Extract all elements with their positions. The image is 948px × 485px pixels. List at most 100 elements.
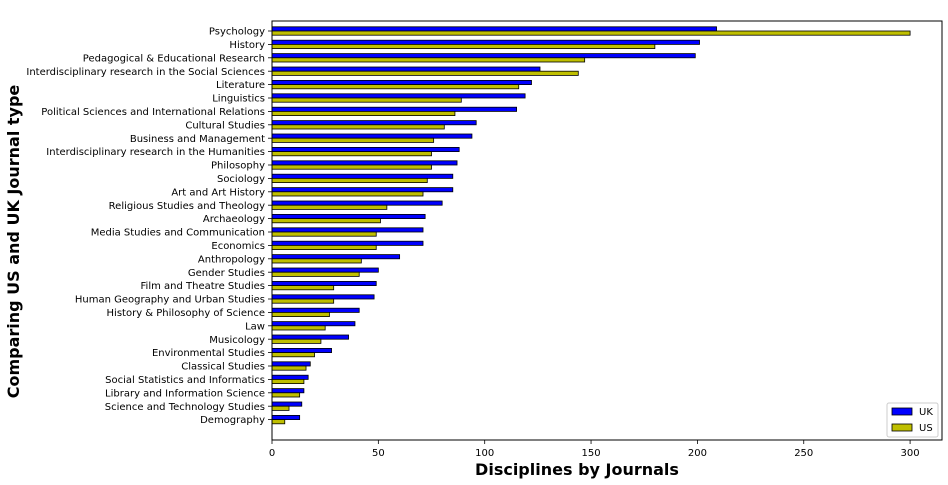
axes-frame bbox=[271, 20, 943, 441]
y-tick-label: Environmental Studies bbox=[152, 348, 265, 359]
y-tick-label: Psychology bbox=[209, 27, 265, 38]
y-tick-label: Interdisciplinary research in the Humani… bbox=[46, 147, 265, 158]
bar-us bbox=[271, 218, 381, 224]
bar-us bbox=[271, 378, 305, 384]
bar-uk bbox=[271, 280, 377, 286]
bar-uk bbox=[271, 401, 303, 407]
y-tick-label: Political Sciences and International Rel… bbox=[41, 107, 265, 118]
bar-us bbox=[271, 419, 286, 425]
y-tick-label: Human Geography and Urban Studies bbox=[75, 295, 265, 306]
bar-us bbox=[271, 285, 335, 291]
bar-us bbox=[271, 271, 360, 277]
bar-uk bbox=[271, 361, 311, 367]
x-tick-label: 0 bbox=[269, 448, 275, 459]
y-tick-label: Film and Theatre Studies bbox=[141, 281, 265, 292]
x-tick-label: 300 bbox=[901, 448, 920, 459]
y-tick-label: Archaeology bbox=[203, 214, 265, 225]
legend-label-us: US bbox=[919, 423, 933, 434]
bar-uk bbox=[271, 307, 360, 313]
bar-uk bbox=[271, 334, 349, 340]
y-tick-label: Demography bbox=[200, 415, 265, 426]
bar-uk bbox=[271, 106, 518, 112]
bar-us bbox=[271, 338, 322, 344]
y-tick-label: Gender Studies bbox=[188, 268, 265, 279]
bar-us bbox=[271, 70, 579, 76]
y-tick-label: Cultural Studies bbox=[185, 120, 265, 131]
bar-us bbox=[271, 30, 911, 36]
bar-us bbox=[271, 111, 456, 117]
bar-uk bbox=[271, 294, 375, 300]
bar-uk bbox=[271, 80, 532, 86]
y-tick-label: Classical Studies bbox=[181, 362, 265, 373]
y-tick-label: Literature bbox=[216, 80, 265, 91]
y-tick-label: History & Philosophy of Science bbox=[107, 308, 265, 319]
y-tick-labels: Psychology History Pedagogical & Education… bbox=[26, 27, 272, 426]
bar-us bbox=[271, 57, 586, 63]
y-tick-label: Religious Studies and Theology bbox=[109, 201, 265, 212]
y-tick-label: History bbox=[229, 40, 265, 51]
bar-us bbox=[271, 191, 424, 197]
bar-uk bbox=[271, 133, 473, 139]
bar-uk bbox=[271, 254, 401, 260]
x-tick-label: 250 bbox=[794, 448, 813, 459]
y-tick-label: Pedagogical & Educational Research bbox=[83, 53, 265, 64]
bar-uk bbox=[271, 240, 424, 246]
x-ticks: 0 50 100 150 200 250 300 bbox=[269, 440, 920, 459]
bar-uk bbox=[271, 267, 379, 273]
y-tick-label: Interdisciplinary research in the Social… bbox=[26, 67, 265, 78]
bar-uk bbox=[271, 53, 696, 59]
bar-us bbox=[271, 231, 377, 237]
bar-us bbox=[271, 137, 435, 143]
bar-uk bbox=[271, 66, 541, 72]
x-tick-label: 100 bbox=[475, 448, 494, 459]
y-axis-title: Comparing US and UK Journal type bbox=[4, 85, 23, 399]
bar-us bbox=[271, 325, 326, 331]
bar-us bbox=[271, 405, 290, 411]
bar-uk bbox=[271, 146, 460, 152]
legend-swatch-uk bbox=[891, 407, 913, 416]
y-tick-label: Sociology bbox=[217, 174, 265, 185]
bar-uk bbox=[271, 388, 305, 394]
y-tick-label: Social Statistics and Informatics bbox=[105, 375, 265, 386]
bar-uk bbox=[271, 120, 477, 126]
bar-us bbox=[271, 97, 462, 103]
bar-us bbox=[271, 244, 377, 250]
y-tick-label: Musicology bbox=[209, 335, 265, 346]
bar-us bbox=[271, 124, 445, 130]
bar-us bbox=[271, 311, 330, 317]
bar-uk bbox=[271, 347, 332, 353]
y-tick-label: Art and Art History bbox=[171, 187, 265, 198]
bar-uk bbox=[271, 213, 426, 219]
y-tick-label: Anthropology bbox=[198, 254, 265, 265]
y-tick-label: Law bbox=[245, 321, 265, 332]
bar-us bbox=[271, 164, 432, 170]
bar-uk bbox=[271, 173, 454, 179]
bar-uk bbox=[271, 39, 700, 45]
bar-us bbox=[271, 177, 428, 183]
bar-us bbox=[271, 298, 335, 304]
bar-us bbox=[271, 44, 656, 50]
bar-us bbox=[271, 84, 520, 90]
x-tick-label: 150 bbox=[582, 448, 601, 459]
legend: UK US bbox=[886, 402, 939, 438]
bar-us bbox=[271, 365, 307, 371]
bar-uk bbox=[271, 321, 356, 327]
bar-uk bbox=[271, 160, 458, 166]
legend-swatch-us bbox=[891, 423, 913, 432]
bar-uk bbox=[271, 227, 424, 233]
x-axis-title: Disciplines by Journals bbox=[475, 460, 679, 479]
bar-uk bbox=[271, 26, 717, 32]
y-tick-label: Philosophy bbox=[211, 161, 265, 172]
x-tick-label: 50 bbox=[372, 448, 385, 459]
y-tick-label: Economics bbox=[211, 241, 265, 252]
y-tick-label: Library and Information Science bbox=[105, 388, 265, 399]
legend-label-uk: UK bbox=[919, 407, 933, 418]
x-tick-label: 200 bbox=[688, 448, 707, 459]
bar-us bbox=[271, 352, 315, 358]
bar-uk bbox=[271, 93, 526, 99]
y-tick-label: Science and Technology Studies bbox=[105, 402, 265, 413]
y-tick-label: Business and Management bbox=[130, 134, 265, 145]
bar-us bbox=[271, 204, 388, 210]
y-tick-label: Media Studies and Communication bbox=[91, 228, 265, 239]
